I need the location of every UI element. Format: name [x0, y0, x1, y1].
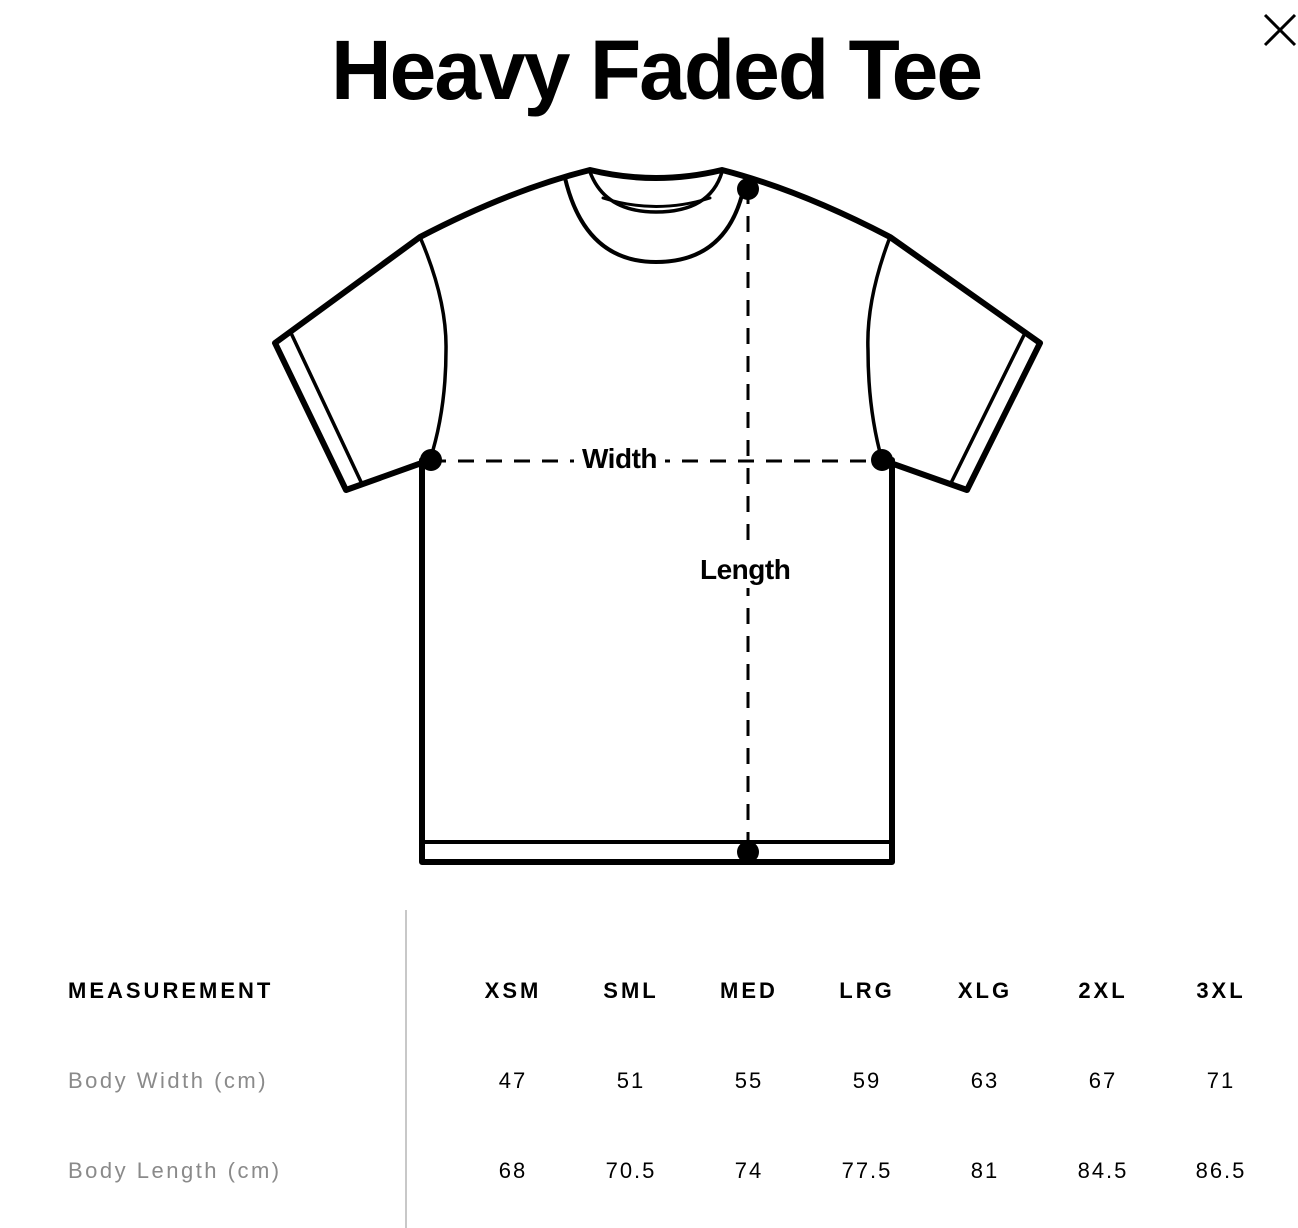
length-label: Length	[698, 552, 793, 588]
size-header: LRG	[839, 978, 895, 1003]
length-top-dot	[737, 178, 759, 200]
width-left-dot	[420, 449, 442, 471]
size-header: SML	[603, 978, 659, 1003]
right-cuff-seam	[948, 331, 1027, 487]
width-right-dot	[871, 449, 893, 471]
close-x-icon	[1263, 13, 1297, 47]
left-cuff-seam	[289, 331, 364, 486]
left-armhole-seam	[418, 235, 448, 462]
size-header: XSM	[484, 978, 542, 1003]
width-label: Width	[574, 443, 665, 475]
size-header: 2XL	[1078, 978, 1128, 1003]
size-header: XLG	[957, 978, 1013, 1003]
row-label-body-width: Body Width (cm)	[68, 1068, 269, 1093]
table-cell: 81	[970, 1158, 1000, 1183]
table-divider	[405, 910, 407, 1228]
size-header: 3XL	[1196, 978, 1246, 1003]
table-cell: 67	[1088, 1068, 1118, 1093]
table-cell: 77.5	[841, 1158, 893, 1183]
tshirt-diagram	[272, 167, 1043, 865]
size-header: MED	[720, 978, 778, 1003]
collar-band	[601, 196, 712, 208]
table-cell: 68	[498, 1158, 528, 1183]
page-title: Heavy Faded Tee	[330, 23, 983, 117]
row-label-body-length: Body Length (cm)	[68, 1158, 282, 1183]
measurement-header: MEASUREMENT	[68, 978, 274, 1003]
close-button[interactable]	[1262, 12, 1298, 48]
table-cell: 74	[734, 1158, 764, 1183]
table-cell: 63	[970, 1068, 1000, 1093]
table-cell: 71	[1206, 1068, 1236, 1093]
table-cell: 59	[852, 1068, 882, 1093]
length-bottom-dot	[737, 841, 759, 863]
collar-inner	[588, 170, 724, 214]
table-cell: 47	[498, 1068, 528, 1093]
table-cell: 55	[734, 1068, 764, 1093]
collar-outer	[563, 176, 747, 264]
shirt-outline	[272, 167, 1043, 865]
table-cell: 51	[616, 1068, 646, 1093]
table-cell: 70.5	[605, 1158, 657, 1183]
table-cell: 84.5	[1077, 1158, 1129, 1183]
table-cell: 86.5	[1195, 1158, 1247, 1183]
right-armhole-seam	[866, 235, 892, 462]
